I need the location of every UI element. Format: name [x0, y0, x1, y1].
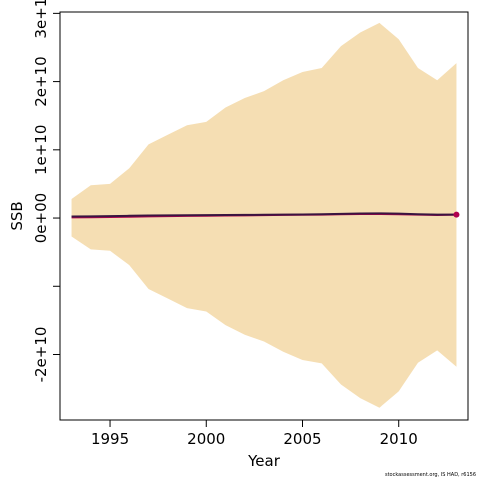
- x-axis: 1995 2000 2005 2010: [91, 420, 418, 448]
- series-line-2: [71, 212, 457, 218]
- y-axis-title: SSB: [8, 201, 26, 230]
- y-tick-label: -2e+10: [32, 327, 50, 383]
- y-tick-label: 2e+10: [32, 56, 50, 106]
- series-line-layer: [71, 212, 457, 219]
- x-tick-label: 2000: [187, 430, 225, 448]
- plot-frame: [59, 11, 469, 421]
- x-tick-label: 2005: [283, 430, 321, 448]
- x-tick-label: 2010: [380, 430, 418, 448]
- y-tick-label: 1e+10: [32, 125, 50, 175]
- y-tick-label: 0e+00: [32, 193, 50, 243]
- x-tick-label: 1995: [91, 430, 129, 448]
- credit-text: stockassessment.org, IS HAD, r6156: [384, 472, 476, 478]
- point-layer: [453, 211, 460, 218]
- y-tick-label: 3e+10: [32, 0, 50, 39]
- x-axis-title: Year: [247, 452, 281, 470]
- last-data-point: [453, 211, 460, 218]
- y-axis: -2e+10 0e+00 1e+10 2e+10 3e+10: [32, 0, 60, 382]
